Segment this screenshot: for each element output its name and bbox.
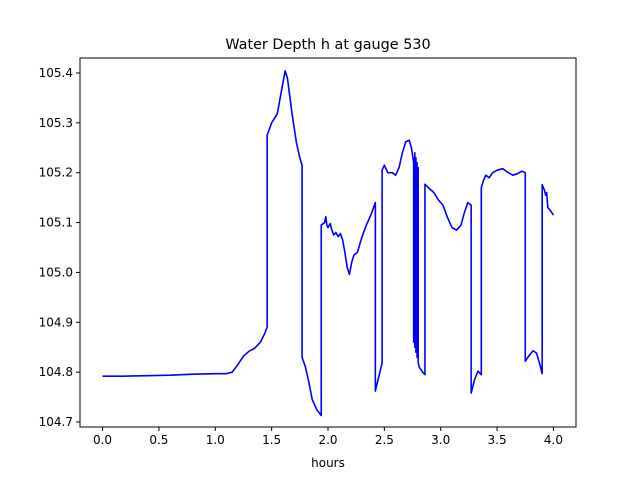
y-tick-label: 104.7 — [39, 415, 73, 429]
y-tick-label: 104.8 — [39, 365, 73, 379]
y-tick-label: 105.4 — [39, 66, 73, 80]
x-axis: 0.0 0.5 1.0 1.5 2.0 2.5 3.0 3.5 4.0 — [93, 427, 563, 447]
x-tick-label: 2.0 — [318, 433, 337, 447]
y-tick-label: 105.1 — [39, 216, 73, 230]
y-axis: 104.7 104.8 104.9 105.0 105.1 105.2 105.3 105.4 — [39, 66, 80, 429]
x-tick-label: 1.0 — [206, 433, 225, 447]
y-tick-label: 104.9 — [39, 315, 73, 329]
y-tick-label: 105.0 — [39, 265, 73, 279]
x-tick-label: 0.5 — [149, 433, 168, 447]
chart-title: Water Depth h at gauge 530 — [225, 37, 430, 53]
x-tick-label: 0.0 — [93, 433, 112, 447]
x-tick-label: 4.0 — [544, 433, 563, 447]
x-tick-label: 3.5 — [488, 433, 507, 447]
x-tick-label: 1.5 — [262, 433, 281, 447]
y-tick-label: 105.2 — [39, 166, 73, 180]
x-axis-label: hours — [311, 456, 345, 470]
series-line-0 — [102, 70, 555, 417]
y-tick-label: 105.3 — [39, 116, 73, 130]
x-tick-label: 2.5 — [375, 433, 394, 447]
x-tick-label: 3.0 — [431, 433, 450, 447]
